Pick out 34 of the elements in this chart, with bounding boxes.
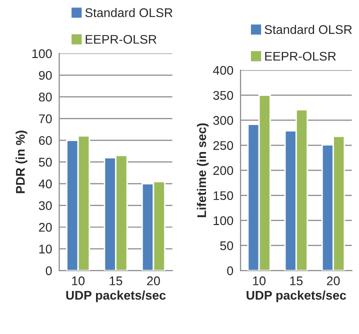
y-tick-label: 200 (213, 166, 234, 175)
y-axis-title: PDR (in %) (16, 130, 28, 194)
y-tick-label: 20 (39, 222, 52, 232)
x-tick-label: 20 (147, 276, 160, 286)
y-tick-label: 0 (227, 266, 234, 276)
x-tick-label: 10 (253, 276, 266, 286)
x-tick-label: 10 (72, 276, 85, 286)
y-tick-label: 250 (213, 141, 234, 150)
x-axis-title: UDP packets/sec (66, 290, 166, 302)
legend-label: Standard OLSR (85, 8, 172, 18)
y-tick-label: 350 (213, 90, 234, 100)
legend-label: EEPR-OLSR (86, 34, 156, 44)
y-tick-label: 80 (38, 92, 52, 102)
y-tick-label: 0 (46, 266, 52, 276)
x-tick-label: 15 (110, 276, 122, 286)
legend-label: Standard OLSR (264, 24, 352, 34)
y-tick-label: 50 (38, 158, 52, 167)
x-tick-label: 15 (290, 276, 303, 286)
y-tick-label: 30 (38, 201, 52, 210)
y-tick-label: 300 (213, 116, 234, 125)
y-tick-label: 400 (213, 66, 234, 75)
x-axis-title: UDP packets/sec (246, 290, 346, 302)
y-tick-label: 10 (39, 244, 52, 254)
y-tick-label: 70 (39, 114, 52, 124)
x-tick-label: 20 (326, 276, 340, 286)
y-tick-label: 40 (38, 180, 52, 188)
y-axis-title: Lifetime (in sec) (196, 123, 209, 218)
y-tick-label: 90 (38, 70, 52, 80)
y-tick-label: 60 (39, 136, 52, 145)
y-tick-label: 150 (214, 191, 234, 200)
y-tick-label: 100 (214, 216, 234, 226)
y-tick-label: 100 (32, 49, 52, 58)
legend-label: EEPR-OLSR (265, 52, 336, 61)
y-tick-label: 50 (220, 241, 234, 250)
